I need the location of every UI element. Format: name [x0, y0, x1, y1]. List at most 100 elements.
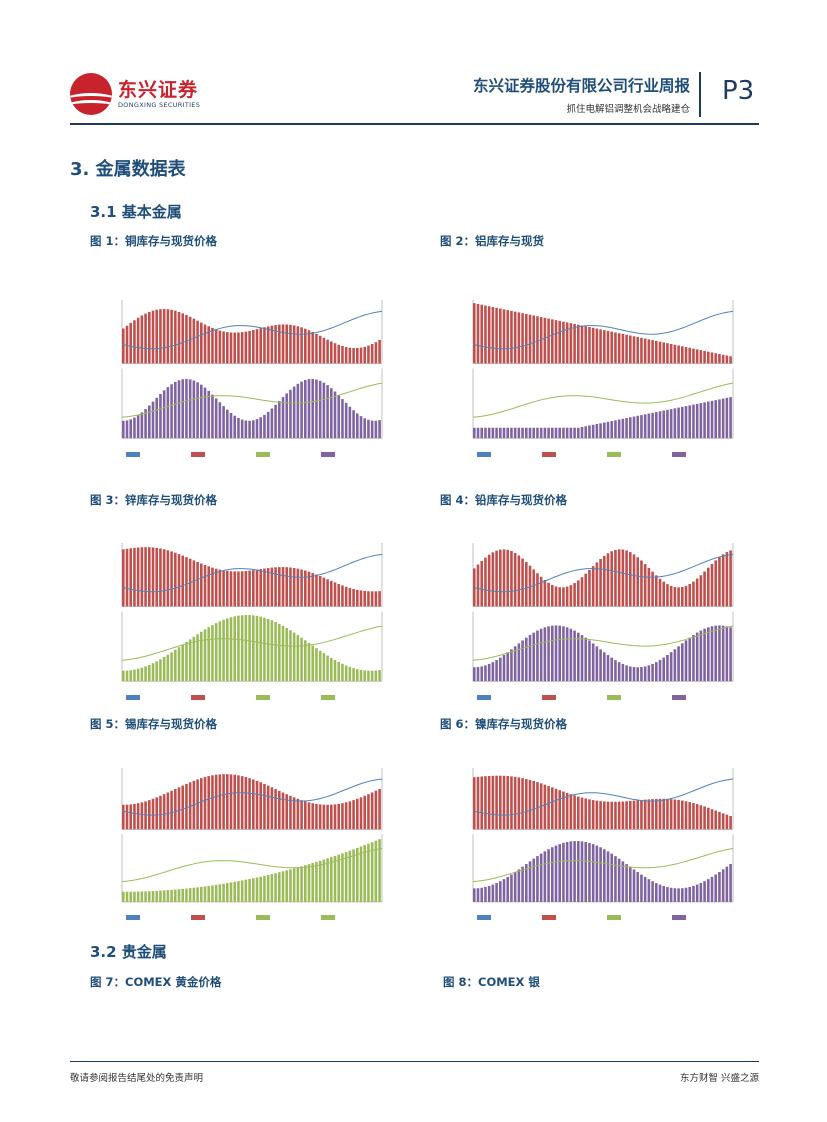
inventory-bar — [237, 615, 240, 682]
inventory-bar — [333, 343, 337, 364]
inventory-bar — [558, 625, 562, 682]
inventory-bar — [344, 586, 348, 607]
inventory-bar — [610, 551, 614, 607]
inventory-bar — [666, 584, 669, 607]
inventory-bar — [588, 425, 591, 439]
inventory-bar — [528, 314, 532, 364]
inventory-bar — [617, 549, 621, 607]
inventory-bar — [729, 627, 732, 682]
inventory-bar — [162, 657, 166, 682]
inventory-bar — [200, 563, 203, 607]
inventory-bar — [140, 315, 144, 364]
inventory-bar — [699, 350, 703, 364]
inventory-bar — [521, 427, 524, 439]
inventory-bar — [625, 665, 628, 682]
inventory-bar — [248, 778, 251, 830]
inventory-bar — [166, 550, 170, 607]
inventory-bar — [673, 408, 677, 439]
inventory-bar — [595, 328, 599, 364]
inventory-bar — [621, 549, 625, 607]
inventory-bar — [170, 309, 173, 364]
inventory-bar — [551, 847, 554, 902]
legend-swatch — [191, 915, 205, 920]
inventory-bar — [278, 623, 281, 682]
inventory-bar — [300, 800, 303, 830]
inventory-bar — [718, 353, 721, 364]
inventory-bar — [684, 406, 688, 439]
inventory-bar — [484, 665, 487, 682]
inventory-bar — [159, 309, 162, 364]
inventory-bar — [718, 625, 721, 682]
inventory-bar — [289, 630, 292, 682]
inventory-bar — [136, 547, 140, 607]
inventory-bar — [617, 333, 621, 364]
inventory-bar — [636, 557, 640, 607]
inventory-bar — [192, 560, 196, 607]
inventory-bar — [359, 416, 363, 439]
logo-english-name: DONGXING SECURITIES — [118, 101, 201, 109]
inventory-bar — [359, 590, 363, 607]
inventory-bar — [229, 332, 233, 364]
inventory-bar — [255, 329, 259, 364]
inventory-bar — [569, 427, 573, 439]
inventory-bar — [640, 799, 643, 830]
inventory-bar — [289, 795, 292, 830]
inventory-bar — [655, 340, 658, 364]
inventory-bar — [270, 620, 274, 682]
inventory-bar — [170, 551, 173, 607]
inventory-bar — [655, 798, 658, 830]
inventory-bar — [162, 794, 166, 830]
chart-aluminum — [472, 300, 734, 457]
inventory-bar — [259, 876, 263, 902]
inventory-bar — [577, 841, 580, 902]
inventory-bar — [692, 581, 695, 607]
inventory-bar — [688, 584, 692, 607]
inventory-bar — [229, 882, 233, 902]
inventory-bar — [292, 386, 296, 439]
inventory-bar — [237, 417, 240, 439]
inventory-bar — [499, 427, 502, 439]
inventory-bar — [367, 843, 370, 902]
inventory-bar — [532, 569, 536, 607]
price-line-secondary — [472, 382, 734, 418]
inventory-bar — [484, 557, 487, 607]
inventory-bar — [292, 568, 296, 607]
chart-tin — [121, 768, 383, 920]
inventory-bar — [632, 336, 636, 364]
inventory-bar — [662, 410, 666, 439]
price-line-secondary — [472, 625, 734, 661]
inventory-bar — [684, 640, 688, 682]
inventory-bar — [188, 782, 192, 830]
inventory-bar — [159, 890, 162, 902]
inventory-bar — [669, 887, 673, 902]
inventory-bar — [248, 420, 251, 439]
inventory-bar — [521, 778, 524, 830]
inventory-bar — [177, 554, 181, 607]
figure-caption-5: 图 5：锡库存与现货价格 — [90, 717, 218, 731]
inventory-bar — [603, 849, 606, 902]
inventory-bar — [499, 881, 502, 902]
figure-caption-1: 图 1：铜库存与现货价格 — [90, 234, 218, 248]
inventory-bar — [218, 402, 222, 439]
inventory-bar — [229, 617, 233, 682]
inventory-bar — [304, 380, 307, 439]
inventory-bar — [577, 796, 580, 830]
legend-swatch — [542, 915, 556, 920]
inventory-bar — [595, 845, 599, 902]
inventory-bar — [721, 398, 725, 439]
inventory-bar — [274, 621, 277, 682]
inventory-bar — [151, 547, 155, 607]
inventory-bar — [528, 779, 532, 830]
inventory-bar — [703, 402, 706, 439]
inventory-bar — [506, 549, 510, 607]
inventory-bar — [655, 662, 658, 682]
inventory-bar — [621, 663, 625, 682]
inventory-bar — [348, 406, 352, 439]
inventory-bar — [318, 860, 322, 902]
inventory-bar — [487, 663, 491, 682]
inventory-bar — [521, 558, 524, 607]
inventory-bar — [573, 630, 576, 682]
inventory-bar — [543, 627, 547, 682]
inventory-bar — [487, 306, 491, 364]
inventory-bar — [162, 390, 166, 439]
